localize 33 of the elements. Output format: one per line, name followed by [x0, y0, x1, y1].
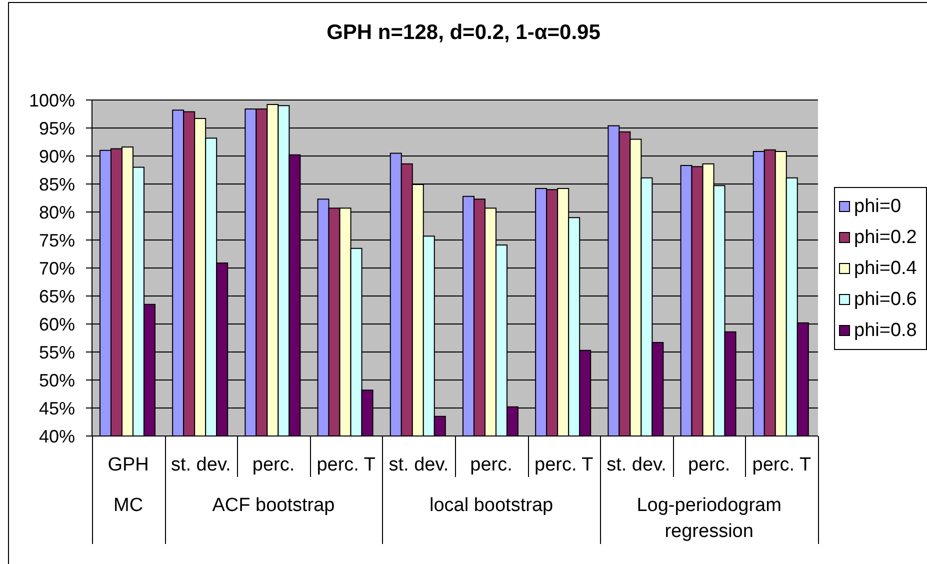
- x-tick-label: perc. T: [752, 454, 812, 476]
- chart-title: GPH n=128, d=0.2, 1-α=0.95: [326, 20, 602, 46]
- y-tick-label: 60%: [38, 314, 75, 334]
- y-tick-label: 90%: [38, 146, 75, 166]
- y-tick-label: 85%: [38, 174, 75, 194]
- legend-label: phi=0.2: [854, 226, 917, 248]
- legend-label: phi=0: [854, 196, 902, 218]
- x-tick-label: perc. T: [316, 454, 376, 476]
- x-tick-label: perc.: [470, 454, 512, 476]
- legend-label: phi=0.6: [854, 288, 917, 310]
- y-tick-label: 55%: [38, 342, 75, 362]
- y-tick-label: 65%: [38, 286, 75, 306]
- text: MC: [112, 494, 144, 518]
- y-tick-label: 80%: [38, 202, 75, 222]
- x-tick-label: st. dev.: [388, 454, 449, 476]
- text: ACF bootstrap: [211, 494, 336, 518]
- text: local bootstrap: [428, 494, 554, 518]
- x-tick-label: GPH: [108, 454, 149, 476]
- x-tick-label: perc.: [252, 454, 295, 476]
- y-tick-label: 40%: [38, 426, 75, 446]
- x-tick-label: perc.: [688, 454, 730, 476]
- y-tick-label: 100%: [28, 90, 75, 110]
- x-tick-label: st. dev.: [170, 454, 231, 476]
- x-tick-label: perc. T: [534, 454, 594, 476]
- y-tick-label: 95%: [38, 118, 75, 138]
- y-tick-label: 75%: [38, 230, 75, 250]
- y-tick-label: 50%: [38, 370, 75, 390]
- y-tick-label: 70%: [38, 258, 75, 278]
- legend-label: phi=0.8: [854, 320, 917, 342]
- x-tick-label: st. dev.: [606, 454, 666, 476]
- y-tick-label: 45%: [38, 398, 75, 418]
- text: Log-periodogram regression: [636, 494, 782, 544]
- legend-label: phi=0.4: [854, 258, 917, 280]
